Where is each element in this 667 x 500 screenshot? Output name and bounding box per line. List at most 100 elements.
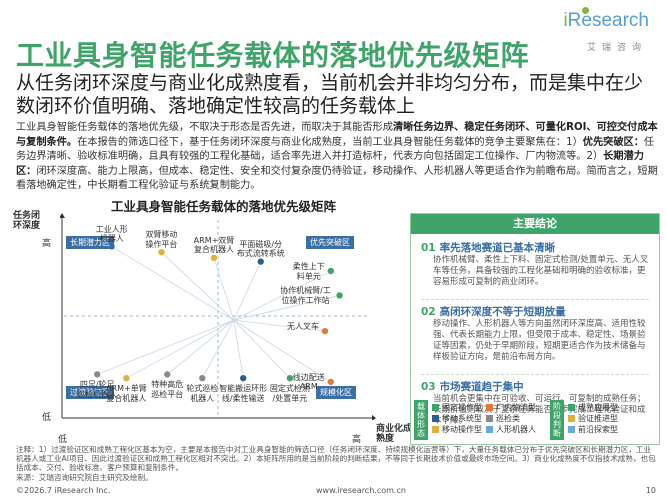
conclusion-text: 协作机械臂、柔性上下料、固定式检测/处置单元、无人叉车等任务，具备较强的工程化基… [433,255,649,287]
link-line [233,319,332,383]
point-label: 双臂移动 操作平台 [145,230,178,249]
point-label: ARM+单臂 复合机器人 [106,384,147,403]
zone-label: 优先突破区 [306,236,354,249]
legend-label: 巡检类 [496,414,520,423]
legend-label: 人形机器人 [496,425,536,434]
zone-label: 规模化区 [316,386,356,399]
point-label: 协作机械臂/工 位操作工作站 [280,286,331,305]
page-footer: ©2026.7 iResearch Inc. www.iresearch.com… [16,486,656,495]
link-line [233,319,326,332]
footnotes: 注释：1）过渡验证区和成熟工程化区基本为空，主要是本报告中对工业具身智能的筛选口… [16,445,656,482]
conclusion-number: 02 [421,306,436,318]
x-tick-low: 低 [58,435,68,445]
legend-label: 移动系统型 [442,414,482,423]
data-point [163,370,172,379]
data-point [157,248,166,257]
link-line [97,319,234,375]
point-label: 柔性上下 料单元 [292,262,325,281]
legend-item: 验证推进型 [568,413,618,424]
legend-carrier-form: 载体形态 固定操作型 厂内物流型移动系统型 巡检类移动操作型 人形机器人 [414,400,536,440]
conclusion-title: 市场赛道趋于集中 [439,381,524,393]
legend-label: 厂内物流型 [496,403,536,412]
data-point [326,377,335,386]
legend-label: 移动操作型 [442,425,482,434]
x-axis-arrow [372,415,376,420]
legend-item: 厂内物流型 [486,402,536,413]
data-point [239,374,248,383]
link-line [233,270,331,321]
link-line [233,261,262,321]
legend-swatch [486,415,493,422]
legend-item: 固定操作型 [432,402,482,413]
point-label: 固定式检测/处置单元 [269,384,310,403]
legend-label: 固定操作型 [442,403,482,412]
chart-title: 工业具身智能任务载体的落地优先级矩阵 [110,199,336,214]
logo-brand: iResearch [563,10,649,31]
conclusion-title: 率先落地赛道已基本清晰 [439,242,556,254]
data-point [93,370,102,379]
point-label: 平面磁吸/分 布式流转系统 [236,239,285,259]
divider [421,374,649,375]
conclusion-text: 移动操作、人形机器人等方向虽然闭环深度高、适用性较强、代表长期能力上限，但受限于… [433,319,646,362]
panel-title: 主要结论 [411,214,659,234]
conclusion-number: 01 [421,242,436,254]
legend-swatch [486,404,493,411]
point-label: 工业人形 机器人 [95,224,128,244]
logo-cn: 艾瑞咨询 [586,43,647,53]
zone-label: 长期潜力区 [66,236,114,249]
legend-swatch [568,415,575,422]
legend-side-label: 载体形态 [414,400,428,440]
legend-item: 前沿探索型 [568,424,618,435]
legend-swatch [432,426,439,433]
legend-swatch [568,426,575,433]
legend-item: 巡检类 [486,413,536,424]
x-axis-label: 商业化成熟度 [376,424,413,444]
priority-matrix-chart: 长期潜力区 优先突破区 过渡验证区 规模化区 工业人形 机器人 双臂移动 操作平台 ARM+双臂… [60,212,376,420]
conclusion-item: 01 率先落地赛道已基本清晰 协作机械臂、柔性上下料、固定式检测/处置单元、无人叉… [411,240,659,288]
iresearch-logo[interactable]: iResearch 艾瑞咨询 [549,6,649,54]
legend-items: 成熟应用型 验证推进型前沿探索型 [568,402,618,435]
x-tick-high: 高 [352,435,362,445]
conclusions-panel: 主要结论 01 率先落地赛道已基本清晰 协作机械臂、柔性上下料、固定式检测/处置单… [410,213,660,445]
point-label: 无人叉车 [286,322,319,332]
data-point [285,374,294,383]
data-point [326,267,335,276]
link-line [111,246,235,321]
point-label: 四足/轮足 巡检机器人 [77,380,118,399]
page-title: 工业具身智能任务载体的落地优先级矩阵 [16,39,530,72]
link-line [201,319,235,379]
divider [421,299,649,300]
link-line [233,295,340,321]
data-point [335,291,344,300]
legend-item: 成熟应用型 [568,402,618,413]
legend-stage: 阶段判断 成熟应用型 验证推进型 前沿探索型 [550,400,660,440]
data-point [198,374,207,383]
legend-label: 前沿探索型 [578,425,618,434]
y-tick-high: 高 [42,239,52,249]
subtitle: 从任务闭环深度与商业化成熟度看，当前机会并非均匀分布，而是集中在少数闭环价值明确… [16,72,644,117]
source-text: 来源：艾瑞咨询研究院自主研究及绘制。 [16,472,153,482]
legend-item: 移动系统型 [432,413,482,424]
point-label: 线边配送 ARM [292,372,325,392]
chart-canvas [60,213,376,420]
point-label: 特种高危 巡检平台 [151,380,184,399]
link-line [167,319,235,375]
intro-paragraph: 工业具身智能任务载体的落地优先级，不取决于形态是否先进，而取决于其能否形成清晰任… [16,122,658,192]
legend-label: 验证推进型 [578,414,618,423]
logo-dot-icon [582,7,589,14]
copyright: ©2026.7 iResearch Inc. [16,486,111,495]
legend-swatch [432,404,439,411]
conclusion-item: 02 高闭环深度不等于短期放量 移动操作、人形机器人等方向虽然闭环深度高、适用性较… [411,304,659,363]
data-point [122,374,131,383]
legend-swatch [568,404,575,411]
legend-item: 移动操作型 [432,424,482,435]
y-tick-low: 低 [42,413,52,423]
legend-swatch [486,426,493,433]
y-axis-arrow [60,213,65,218]
page-number: 10 [645,486,656,495]
conclusion-item: 03 市场赛道趋于集中 当前机会更集中在可验收、可运行、可复制的成熟任务；长期价值… [411,379,659,427]
website-link[interactable]: www.iresearch.com.cn [316,486,406,495]
legend-item: 人形机器人 [486,424,536,435]
data-point [209,253,218,262]
y-axis-label: 任务闭环深度 [13,211,41,231]
